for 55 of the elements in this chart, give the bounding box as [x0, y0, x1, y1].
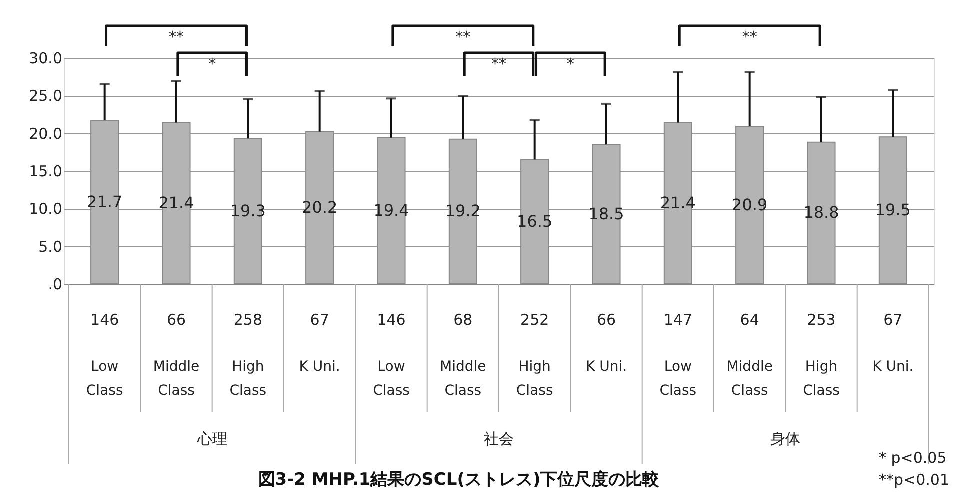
x-tick-label: K Uni.: [586, 359, 628, 375]
text: 68: [454, 311, 473, 329]
text: 図3-2 MHP.1結果のSCL(ストレス)下位尺度の比較: [258, 470, 661, 490]
x-tick-label: K Uni.: [299, 359, 340, 375]
data-label: 16.5: [517, 212, 553, 231]
data-label: 19.5: [875, 200, 911, 220]
x-tick-label: Low Class: [373, 359, 410, 399]
x-tick-label: High Class: [230, 359, 267, 399]
text: **: [456, 28, 472, 46]
x-tick-label: Middle Class: [726, 359, 773, 399]
text: 67: [310, 311, 330, 329]
data-label: 18.5: [588, 204, 624, 224]
text: 66: [166, 311, 186, 329]
data-label: 19.3: [230, 201, 266, 220]
y-tick-label: 25.0: [29, 87, 62, 106]
annotation: **: [492, 55, 507, 73]
text: 146: [90, 311, 120, 329]
data-label: 20.9: [732, 195, 768, 214]
y-tick-label: 30.0: [29, 50, 62, 68]
data-label: 21.4: [158, 193, 194, 212]
data-label: 21.4: [660, 193, 696, 212]
text: 146: [377, 311, 406, 329]
x-tick-label: High Class: [803, 359, 840, 399]
text: 心理: [196, 430, 228, 448]
text: 社会: [484, 430, 514, 448]
annotation: *: [208, 55, 217, 73]
x-tick-label: K Uni.: [872, 359, 914, 375]
text: **: [742, 28, 758, 46]
y-tick-label: 20.0: [29, 124, 62, 143]
x-tick-label: Low Class: [660, 359, 697, 399]
data-label: 19.2: [445, 202, 481, 221]
x-tick-label: Middle Class: [153, 359, 200, 399]
y-tick-label: .0: [48, 276, 62, 294]
x-tick-label: Low Class: [86, 359, 124, 399]
y-tick-label: 15.0: [29, 162, 62, 180]
text: 252: [520, 311, 550, 329]
data-label: 19.4: [374, 200, 410, 220]
text: 身体: [770, 430, 801, 448]
text: 147: [664, 311, 692, 329]
data-label: 18.8: [804, 203, 840, 222]
data-label: 21.7: [87, 192, 123, 212]
data-label: 20.2: [302, 198, 338, 217]
text: 66: [596, 311, 616, 329]
text: * p<0.05: [879, 449, 947, 467]
text: **p<0.01: [879, 471, 950, 489]
annotation: *: [566, 55, 575, 73]
y-tick-label: 5.0: [38, 238, 62, 256]
y-tick-label: 10.0: [29, 200, 62, 218]
text: 253: [807, 311, 836, 329]
text: 258: [234, 311, 262, 329]
x-tick-label: Middle Class: [440, 359, 486, 399]
text: 67: [884, 311, 903, 329]
text: **: [169, 28, 184, 46]
text: 64: [740, 311, 760, 329]
x-tick-label: High Class: [516, 359, 554, 399]
